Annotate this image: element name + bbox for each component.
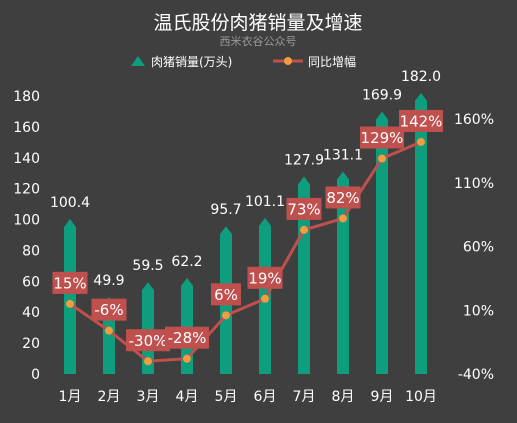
growth-label: 82% [325,186,361,209]
bar-value-label: 182.0 [401,69,441,85]
bar-series [64,92,427,375]
bar [298,176,310,374]
legend-line-label: 同比增幅 [308,54,356,69]
legend-bar-label: 肉猪销量(万头) [151,55,232,69]
growth-label-box [360,126,404,149]
growth-label: 73% [286,197,322,220]
bar [181,277,193,374]
left-tick-label: 160 [13,120,40,136]
right-tick-label: 60% [463,240,494,256]
right-tick-label: -40% [458,367,494,383]
growth-marker [222,311,230,320]
bar-value-label: 100.4 [50,195,90,211]
bar [415,92,427,375]
x-tick-label: 10月 [405,389,437,405]
growth-label-text: 129% [361,129,404,147]
growth-label-box [247,266,283,289]
growth-label-text: 6% [214,286,238,304]
growth-marker [300,225,308,234]
x-axis: 1月 2月 3月 4月 5月 6月 7月 8月 9月 10月 [59,389,437,405]
growth-label-text: -30% [129,332,168,350]
bar-value-label: 127.9 [284,152,324,168]
growth-marker [66,299,74,308]
growth-label: 19% [247,266,283,289]
bar [64,218,76,374]
growth-marker [105,326,113,335]
growth-label: -30% [126,329,170,352]
x-tick-label: 2月 [98,389,121,405]
growth-label-box [165,326,209,349]
bar-value-label: 169.9 [362,88,402,104]
left-tick-label: 20 [22,336,40,352]
chart-title: 温氏股份肉猪销量及增速 [153,12,362,34]
growth-label: 6% [211,283,241,306]
bar-value-label: 59.5 [132,258,163,274]
growth-label-text: 73% [287,200,320,218]
left-tick-label: 40 [22,305,40,321]
growth-label-text: 142% [400,112,443,130]
x-tick-label: 7月 [293,389,316,405]
x-tick-label: 4月 [176,389,199,405]
legend-bar-icon [131,56,145,66]
bar-value-label: 131.1 [323,148,363,164]
growth-label-box [286,197,322,220]
left-tick-label: 80 [22,243,40,259]
growth-marker [339,214,347,223]
x-tick-label: 3月 [137,389,160,405]
left-tick-label: 180 [13,89,40,105]
line-value-labels: 15% -6% -30% -28% 6% 19% 73% 82% 129%142% [52,109,443,352]
growth-label-text: 82% [326,189,359,207]
left-tick-label: 0 [31,367,40,383]
right-tick-label: 110% [454,176,494,192]
left-tick-label: 140 [13,151,40,167]
left-axis: 0 20 40 60 80 100 120 140 160 180 [13,89,40,383]
growth-label: 129% [360,126,404,149]
bar-value-label: 101.1 [245,194,285,210]
x-tick-label: 8月 [332,389,355,405]
left-tick-label: 60 [22,274,40,290]
growth-label-text: 15% [53,274,86,292]
right-tick-label: 10% [463,303,494,319]
growth-label: -6% [91,298,127,321]
bar [337,171,349,374]
growth-label-text: -28% [168,329,207,347]
growth-label-box [52,271,88,294]
growth-label-box [211,283,241,306]
right-axis: -40% 10% 60% 110% 160% [454,112,494,383]
x-tick-label: 5月 [215,389,238,405]
growth-label: 15% [52,271,88,294]
x-tick-label: 6月 [254,389,277,405]
legend: 肉猪销量(万头) 同比增幅 [131,54,356,69]
bar-value-label: 95.7 [210,202,241,218]
growth-label-box [91,298,127,321]
legend-marker-icon [284,57,292,65]
growth-label: 142% [399,109,443,132]
bar [376,111,388,375]
growth-marker [417,137,425,146]
right-tick-label: 160% [454,112,494,128]
growth-label-text: 19% [248,269,281,287]
x-tick-label: 1月 [59,389,82,405]
bar-value-label: 49.9 [93,273,124,289]
growth-label-box [399,109,443,132]
growth-label: -28% [165,326,209,349]
bar-value-label: 62.2 [171,254,202,270]
left-tick-label: 120 [13,182,40,198]
growth-marker [261,294,269,303]
growth-label-box [126,329,170,352]
growth-label-box [325,186,361,209]
growth-label-text: -6% [94,301,123,319]
chart-subtitle: 西米衣谷公众号 [220,34,297,48]
growth-marker [144,357,152,366]
growth-marker [378,154,386,163]
x-tick-label: 9月 [371,389,394,405]
growth-marker [183,354,191,363]
left-tick-label: 100 [13,213,40,229]
